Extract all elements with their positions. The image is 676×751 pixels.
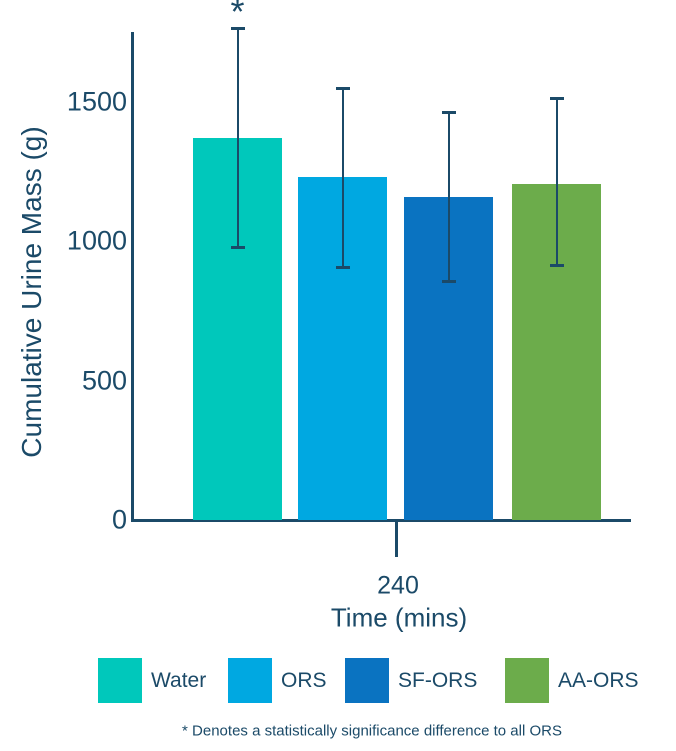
error-bar-ors [341,88,344,268]
error-cap-bottom-water [230,246,245,250]
significance-asterisk-water: * [230,0,245,33]
error-bar-sf-ors [447,111,450,282]
y-tick-label-1500: 1500 [66,86,127,117]
error-cap-top-aa-ors [549,96,564,100]
x-axis-tick-label: 240 [377,571,419,600]
legend-label-sf-ors: SF-ORS [398,669,478,692]
error-cap-top-water [230,27,245,31]
error-cap-bottom-ors [335,265,350,269]
y-tick-label-1000: 1000 [66,225,127,256]
legend-swatch-ors [228,658,272,703]
error-cap-bottom-aa-ors [549,264,564,268]
legend-swatch-water [98,658,142,703]
y-tick-label-500: 500 [81,365,127,396]
y-tick-label-0: 0 [111,504,127,535]
legend-item-sf-ors: SF-ORS [345,658,477,703]
legend-label-aa-ors: AA-ORS [558,669,639,692]
error-cap-top-ors [335,87,350,91]
legend-item-water: Water [98,658,206,703]
x-axis-title: Time (mins) [330,602,468,633]
x-axis-line [131,519,631,522]
legend-swatch-sf-ors [345,658,389,703]
footnote: * Denotes a statistically significance d… [182,722,562,740]
error-cap-bottom-sf-ors [441,279,456,283]
error-bar-water [236,28,239,249]
legend-item-aa-ors: AA-ORS [505,658,639,703]
y-axis-line [131,32,134,522]
legend-swatch-aa-ors [505,658,549,703]
legend-label-water: Water [151,669,207,692]
plot-area: * [193,0,601,520]
legend-item-ors: ORS [228,658,327,703]
error-bar-aa-ors [555,97,558,267]
error-cap-top-sf-ors [441,110,456,114]
legend-label-ors: ORS [281,669,327,692]
x-axis-tick-mark [395,520,398,557]
